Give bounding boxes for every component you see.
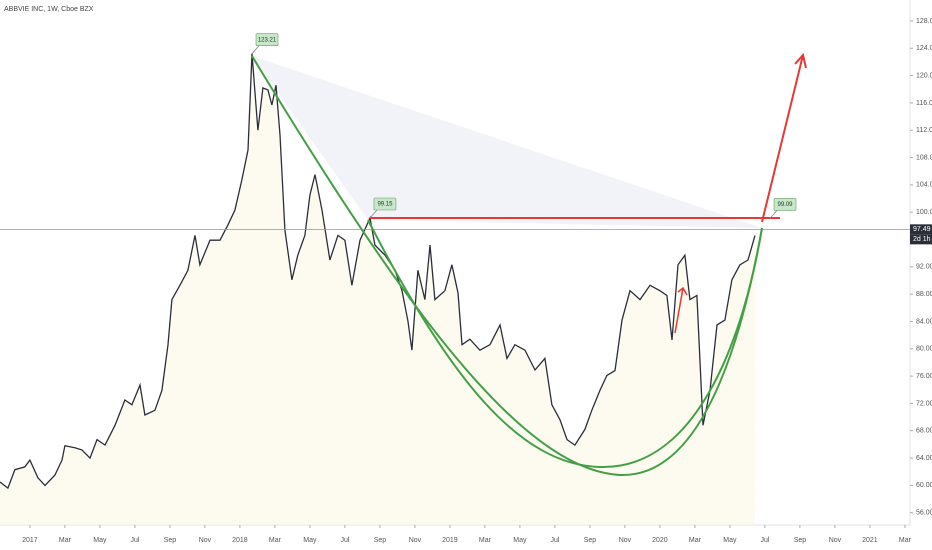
- y-tick-label: 116.00: [916, 100, 932, 107]
- y-tick-label: 92.00: [916, 264, 932, 271]
- x-tick-label: Jul: [550, 537, 559, 544]
- y-tick-label: 108.00: [916, 154, 932, 161]
- x-tick-label: Mar: [59, 537, 72, 544]
- x-tick-label: May: [513, 537, 527, 544]
- x-tick-label: Nov: [619, 537, 632, 544]
- countdown-label: 2d 1h: [913, 236, 931, 243]
- callout-stem: [369, 209, 378, 219]
- x-tick-label: 2019: [442, 537, 458, 544]
- y-tick-label: 120.00: [916, 72, 932, 79]
- triangle-shade: [252, 56, 762, 228]
- callout-label: 123.21: [258, 37, 277, 43]
- breakout-arrow: [761, 52, 807, 223]
- y-tick-label: 124.00: [916, 45, 932, 52]
- x-tick-label: 2017: [22, 537, 38, 544]
- x-tick-label: 2021: [862, 537, 878, 544]
- x-tick-label: Nov: [199, 537, 212, 544]
- callout-label: 99.15: [377, 202, 393, 208]
- last-price-label: 97.49: [913, 226, 931, 233]
- x-tick-label: 2020: [652, 537, 668, 544]
- y-tick-label: 88.00: [916, 291, 932, 298]
- y-tick-label: 84.00: [916, 318, 932, 325]
- price-line: [0, 53, 756, 490]
- y-tick-label: 100.00: [916, 209, 932, 216]
- y-tick-label: 112.00: [916, 127, 932, 134]
- y-tick-label: 76.00: [916, 373, 932, 380]
- cup-curve: [251, 55, 763, 477]
- x-tick-label: Sep: [584, 537, 597, 544]
- callout-box: [255, 33, 279, 46]
- callout-stem: [769, 210, 778, 219]
- x-tick-label: May: [723, 537, 737, 544]
- y-tick-label: 104.00: [916, 182, 932, 189]
- y-tick-label: 64.00: [916, 455, 932, 462]
- x-tick-label: Nov: [829, 537, 842, 544]
- chart-title: ABBVIE INC, 1W, Cboe BZX: [4, 6, 94, 13]
- y-tick-label: 128.00: [916, 18, 932, 25]
- x-tick-label: Mar: [689, 537, 702, 544]
- x-tick-label: Nov: [409, 537, 422, 544]
- cup-curve: [367, 219, 763, 469]
- callout-box: [773, 198, 797, 211]
- price-area: [0, 53, 755, 525]
- x-tick-label: Jul: [130, 537, 139, 544]
- x-tick-label: Mar: [479, 537, 492, 544]
- x-tick-label: May: [93, 537, 107, 544]
- countdown-box: [910, 234, 932, 245]
- x-tick-label: Jul: [760, 537, 769, 544]
- x-tick-label: Jul: [340, 537, 349, 544]
- x-tick-label: Mar: [899, 537, 912, 544]
- x-tick-label: May: [303, 537, 317, 544]
- x-tick-label: Mar: [269, 537, 282, 544]
- x-tick-label: Sep: [164, 537, 177, 544]
- y-tick-label: 60.00: [916, 482, 932, 489]
- small-arrow: [674, 286, 688, 334]
- x-tick-label: Sep: [794, 537, 807, 544]
- callout-box: [373, 197, 397, 211]
- underlay: [0, 53, 762, 525]
- y-tick-label: 56.00: [916, 510, 932, 517]
- y-tick-label: 80.00: [916, 346, 932, 353]
- y-tick-label: 68.00: [916, 428, 932, 435]
- last-price-box: [910, 224, 932, 235]
- x-tick-label: 2018: [232, 537, 248, 544]
- callout-stem: [251, 45, 260, 54]
- x-tick-label: Sep: [374, 537, 387, 544]
- y-tick-label: 72.00: [916, 400, 932, 407]
- callout-label: 99.09: [777, 202, 793, 208]
